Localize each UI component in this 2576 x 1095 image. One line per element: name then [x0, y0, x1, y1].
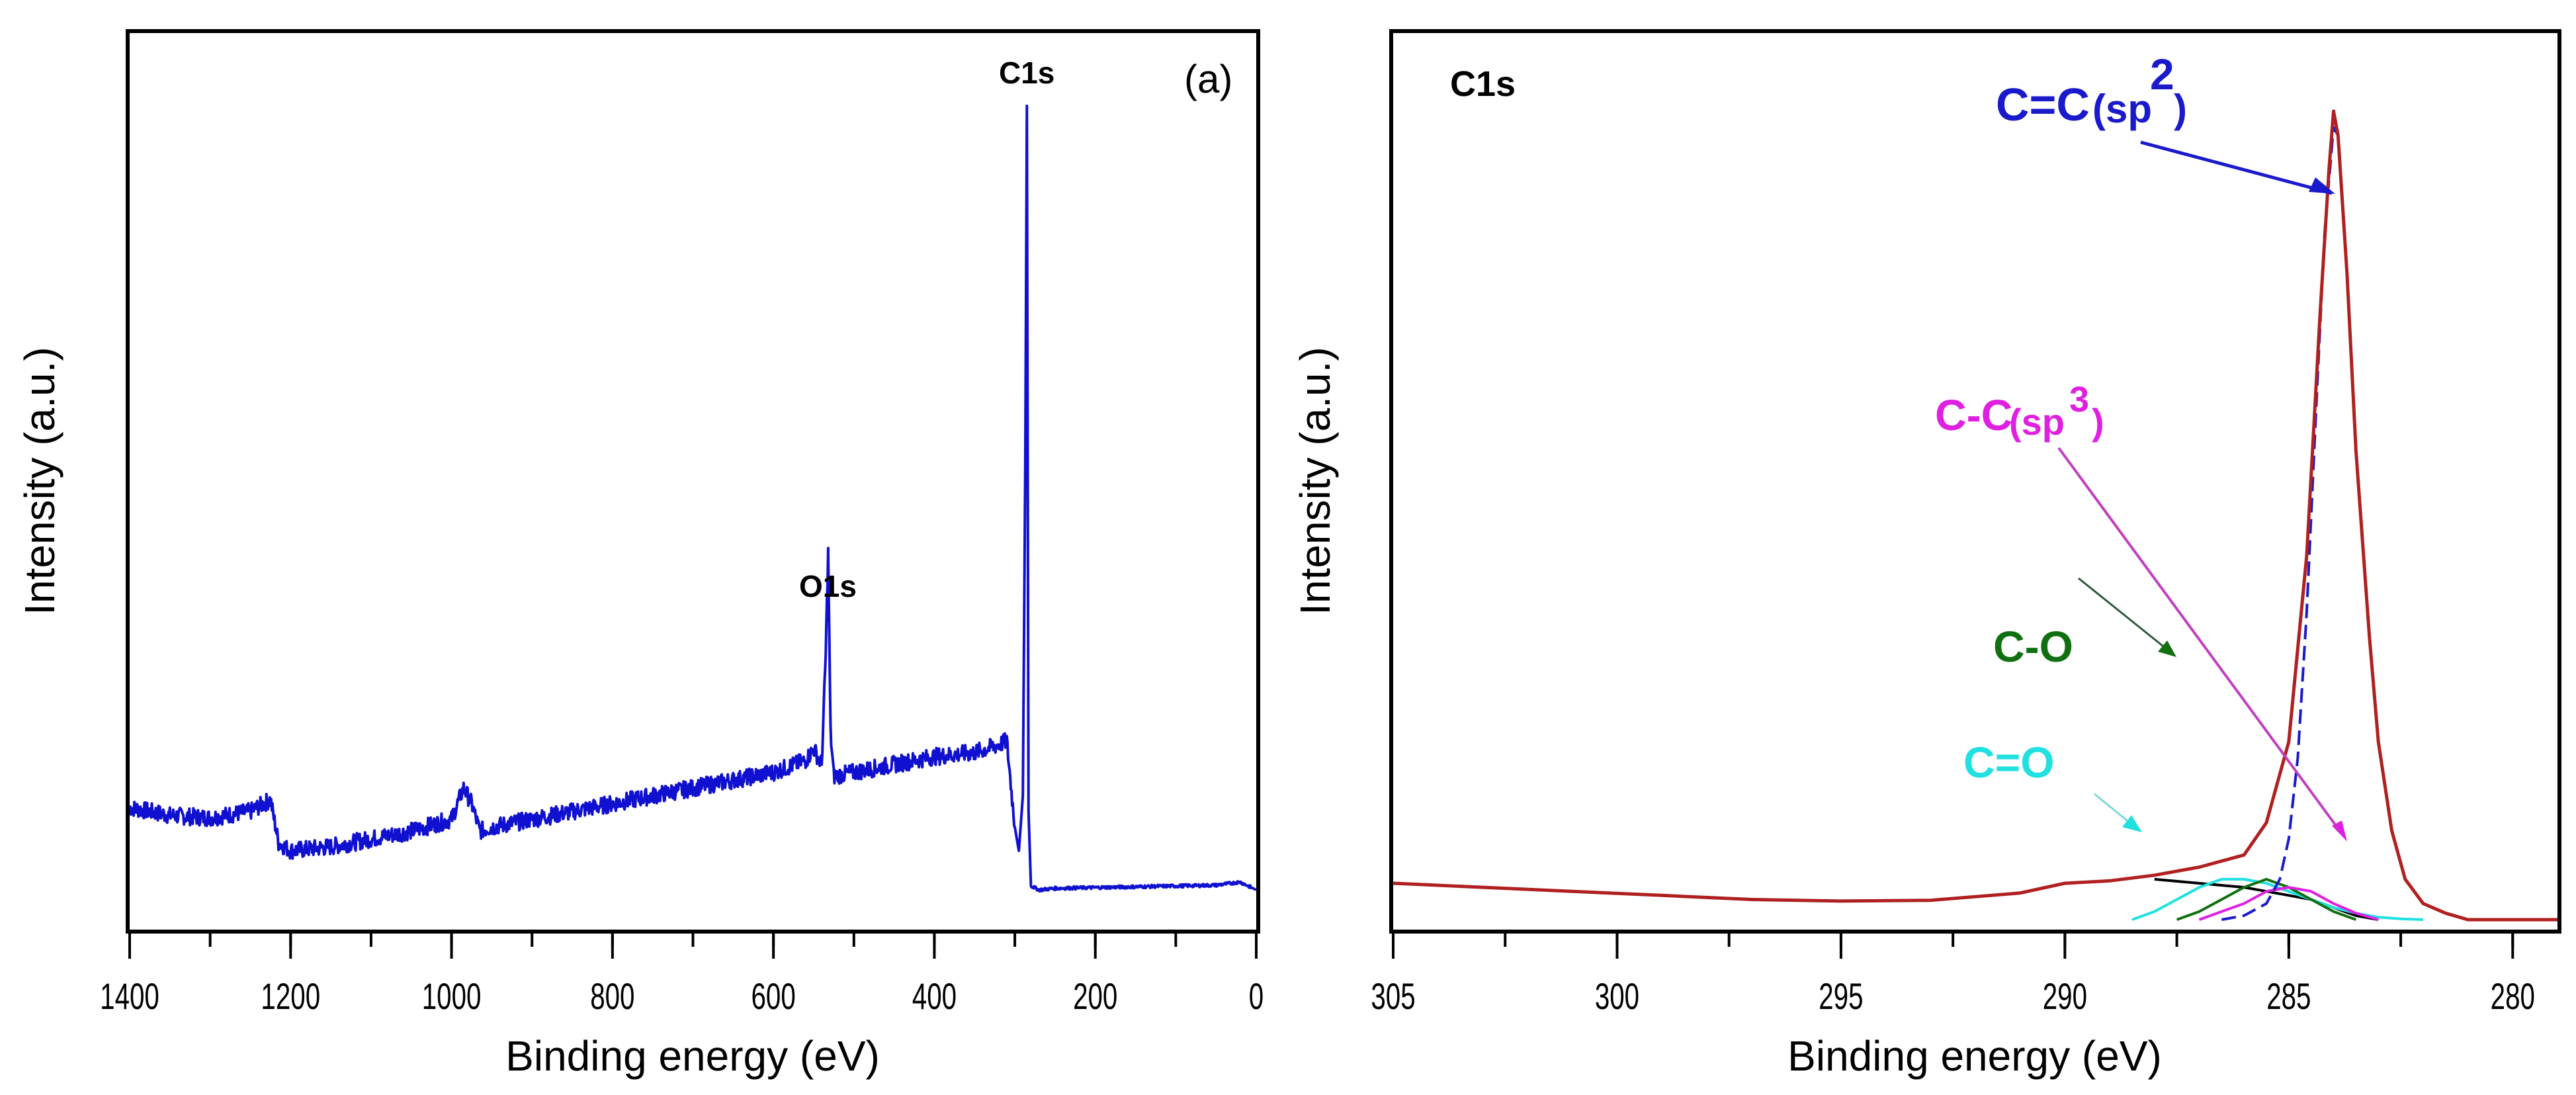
x-tick-label: 295 [1819, 977, 1863, 1018]
fit-curve-c-c-sp3-fit [2198, 886, 2379, 921]
panel-b-frame [1389, 29, 2561, 934]
x-tick-label: 305 [1371, 977, 1415, 1018]
sp3-label-close: ) [2092, 401, 2104, 443]
sp2-label-paren: (sp [2092, 87, 2152, 131]
panel-a: 1400 1200 1000 800 600 400 200 0 Binding energy… [16, 29, 1264, 1080]
panel-a-x-ticks [128, 930, 1258, 959]
x-tick-label: 600 [751, 977, 796, 1018]
panel-a-letter-label: (a) [1184, 57, 1232, 101]
panel-b-y-axis-label: Intensity (a.u.) [1291, 347, 1339, 615]
fit-curve-c-o-fit [2131, 877, 2423, 921]
panel-a-y-axis-label: Intensity (a.u.) [16, 347, 64, 615]
panel-a-x-tick-labels: 1400 1200 1000 800 600 400 200 0 [100, 977, 1264, 1018]
sp2-label-close: ) [2174, 87, 2187, 131]
c1s-peak-label: C1s [999, 56, 1054, 90]
panel-a-x-axis-label: Binding energy (eV) [505, 1032, 880, 1080]
fit-curve-raw-envelope [1393, 109, 2557, 922]
survey-spectrum-path [128, 105, 1257, 893]
sp3-label-sup: 3 [2069, 380, 2089, 419]
panel-b-x-axis-label: Binding energy (eV) [1787, 1032, 2162, 1080]
co-annotation: C-O [1993, 577, 2176, 671]
sp3-label-paren: (sp [2009, 401, 2065, 443]
sp3-arrow-line [2057, 447, 2343, 835]
c-dbl-o-annotation: C=O [1963, 738, 2142, 832]
sp2-annotation: C=C (sp 2 ) [1996, 50, 2335, 195]
fit-curve-c-c-sp2-fit [2221, 126, 2425, 921]
c-dbl-o-arrow-head [2122, 815, 2142, 832]
survey-spectrum-line [128, 105, 1257, 893]
x-tick-label: 800 [590, 977, 634, 1018]
x-tick-label: 1200 [261, 977, 320, 1018]
c-dbl-o-label: C=O [1963, 738, 2055, 787]
co-arrow-head [2158, 640, 2176, 657]
x-tick-label: 1000 [422, 977, 482, 1018]
x-tick-label: 0 [1249, 977, 1264, 1018]
sp2-arrow-line [2140, 140, 2333, 195]
x-tick-label: 290 [2043, 977, 2087, 1018]
x-tick-label: 280 [2491, 977, 2535, 1018]
sp2-label-sup: 2 [2150, 50, 2174, 99]
panel-b-title: C1s [1450, 64, 1516, 104]
x-tick-label: 285 [2266, 977, 2311, 1018]
x-tick-label: 1400 [100, 977, 159, 1018]
c1s-fit-curves [1393, 109, 2557, 922]
panel-b-x-tick-labels: 305 300 295 290 285 280 [1371, 977, 2535, 1018]
sp2-label-main: C=C [1996, 79, 2090, 130]
sp2-arrow-head [2309, 177, 2335, 194]
fit-curve-c-o-fit [2176, 877, 2357, 921]
panel-b: 305 300 295 290 285 280 Binding energy (eV) I… [1291, 29, 2561, 1080]
o1s-peak-label: O1s [799, 569, 857, 603]
panel-b-x-ticks [1392, 930, 2514, 959]
sp3-annotation: C-C (sp 3 ) [1935, 380, 2347, 842]
co-label: C-O [1993, 622, 2073, 671]
fit-curve-background [2154, 877, 2379, 921]
x-tick-label: 200 [1073, 977, 1117, 1018]
sp3-label-main: C-C [1935, 390, 2012, 439]
co-arrow-line [2078, 577, 2173, 655]
x-tick-label: 300 [1595, 977, 1639, 1018]
x-tick-label: 400 [912, 977, 957, 1018]
sp3-arrow-head [2332, 820, 2347, 842]
